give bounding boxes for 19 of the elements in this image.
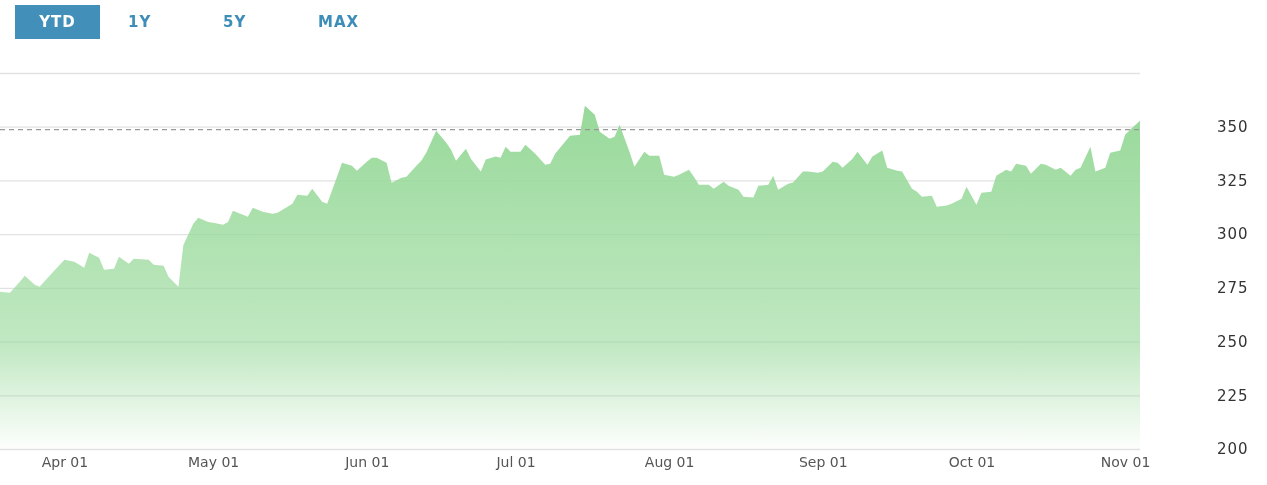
x-tick-label: Jun 01 [344,454,390,471]
y-tick-label: 250 [1217,332,1249,351]
text: MAX [317,12,361,33]
x-tick-label: Aug 01 [644,454,695,471]
y-tick-label: 350 [1217,118,1249,137]
text: 5Y [222,12,248,33]
x-tick-label: Oct 01 [948,454,996,471]
x-tick-label: Apr 01 [41,454,89,471]
x-tick-label: May 01 [188,454,240,471]
x-tick-label: Nov 01 [1100,454,1151,471]
y-tick-label: 200 [1217,440,1249,459]
y-tick-label: 275 [1217,279,1249,298]
y-tick-label: 325 [1217,171,1249,190]
text: YTD [15,5,100,39]
y-tick-label: 225 [1217,386,1249,405]
text: 1Y [127,12,153,33]
y-tick-label: 300 [1217,225,1249,244]
x-tick-label: Jul 01 [495,454,536,471]
x-tick-label: Sep 01 [798,454,848,471]
